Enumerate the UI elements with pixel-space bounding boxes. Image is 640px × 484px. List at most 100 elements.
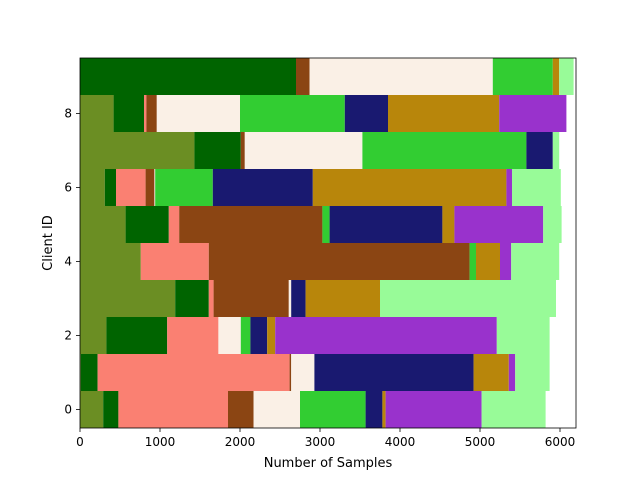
bar-segment-client-1-part-3 [289,354,292,391]
bar-segment-client-0-part-0 [80,391,104,428]
bar-segment-client-6-part-8 [506,169,512,206]
bar-segment-client-7-part-4 [244,132,363,169]
bar-segment-client-6-part-5 [155,169,213,206]
y-tick-label: 2 [64,329,72,343]
bar-segment-client-0-part-9 [481,391,546,428]
bar-segment-client-9-part-9 [559,58,574,95]
bar-segment-client-7-part-6 [526,132,553,169]
bar-segment-client-4-part-9 [511,243,560,280]
bar-segment-client-9-part-7 [552,58,560,95]
x-axis-ticks: 0 1000 2000 3000 4000 5000 6000 [76,428,575,449]
x-axis-label: Number of Samples [264,456,393,471]
bar-segment-client-7-part-0 [80,132,195,169]
bar-segment-client-6-part-1 [104,169,116,206]
bar-segment-client-0-part-1 [103,391,119,428]
bar-segment-client-1-part-6 [314,354,474,391]
y-tick-label: 8 [64,107,72,121]
bar-segment-client-1-part-8 [508,354,516,391]
bar-segment-client-8-part-4 [156,95,240,132]
bar-segment-client-0-part-8 [385,391,482,428]
y-tick-label: 6 [64,181,72,195]
bar-segment-client-0-part-6 [365,391,383,428]
x-tick-label: 0 [76,435,84,449]
bar-segment-client-8-part-8 [499,95,567,132]
bar-segment-client-1-part-2 [97,354,290,391]
bar-segment-client-1-part-4 [291,354,315,391]
x-tick-label: 1000 [145,435,176,449]
bar-segment-client-5-part-6 [329,206,443,243]
bar-segment-client-2-part-8 [275,317,497,354]
bar-segment-client-2-part-2 [167,317,219,354]
bar-segment-client-2-part-6 [250,317,268,354]
y-axis-ticks: 0 2 4 6 8 [64,107,80,417]
x-tick-label: 3000 [305,435,336,449]
bar-segment-client-3-part-6 [291,280,306,317]
bar-segment-client-9-part-1 [80,58,296,95]
bar-segment-client-3-part-4 [288,280,292,317]
bar-segment-client-9-part-3 [296,58,310,95]
bar-segment-client-5-part-9 [543,206,562,243]
bar-series-group [80,58,574,428]
bar-segment-client-2-part-9 [496,317,550,354]
bar-segment-client-7-part-3 [240,132,245,169]
bar-segment-client-6-part-0 [80,169,105,206]
bar-segment-client-8-part-3 [146,95,157,132]
bar-segment-client-4-part-0 [80,243,141,280]
bar-segment-client-5-part-2 [168,206,180,243]
bar-segment-client-3-part-0 [80,280,176,317]
bar-segment-client-5-part-0 [80,206,126,243]
bar-segment-client-4-part-8 [500,243,512,280]
x-tick-label: 4000 [385,435,416,449]
bar-segment-client-6-part-7 [312,169,507,206]
bar-segment-client-3-part-7 [305,280,380,317]
bar-segment-client-8-part-6 [344,95,388,132]
bar-segment-client-3-part-9 [380,280,556,317]
x-tick-label: 5000 [465,435,496,449]
bar-segment-client-2-part-0 [80,317,107,354]
y-tick-label: 4 [64,255,72,269]
bar-segment-client-6-part-4 [154,169,156,206]
bar-segment-client-0-part-5 [300,391,366,428]
bar-segment-client-4-part-7 [476,243,500,280]
bar-segment-client-7-part-1 [194,132,241,169]
bar-segment-client-4-part-5 [469,243,476,280]
bar-segment-client-5-part-3 [179,206,323,243]
bar-segment-client-9-part-5 [492,58,553,95]
bar-segment-client-1-part-9 [515,354,550,391]
y-axis-label: Client ID [41,215,56,271]
bar-segment-client-6-part-9 [512,169,561,206]
bar-segment-client-2-part-1 [106,317,168,354]
bar-segment-client-2-part-7 [267,317,276,354]
bar-segment-client-2-part-4 [218,317,241,354]
bar-segment-client-9-part-4 [309,58,493,95]
bar-segment-client-3-part-1 [175,280,209,317]
bar-segment-client-6-part-6 [212,169,313,206]
bar-segment-client-8-part-0 [80,95,114,132]
bar-segment-client-5-part-7 [442,206,455,243]
bar-segment-client-0-part-7 [382,391,386,428]
bar-segment-client-5-part-1 [125,206,169,243]
bar-segment-client-0-part-4 [253,391,300,428]
x-tick-label: 2000 [225,435,256,449]
bar-segment-client-6-part-3 [145,169,155,206]
bar-segment-client-1-part-7 [473,354,509,391]
bar-segment-client-3-part-2 [208,280,214,317]
bar-segment-client-0-part-3 [228,391,254,428]
bar-segment-client-8-part-7 [388,95,500,132]
bar-segment-client-5-part-5 [322,206,330,243]
bar-segment-client-8-part-5 [240,95,345,132]
bar-segment-client-0-part-2 [118,391,228,428]
bar-segment-client-8-part-2 [144,95,147,132]
bar-segment-client-1-part-1 [80,354,98,391]
bar-segment-client-4-part-3 [208,243,470,280]
x-tick-label: 6000 [545,435,576,449]
bar-segment-client-3-part-3 [213,280,289,317]
bar-segment-client-5-part-8 [454,206,544,243]
bar-segment-client-2-part-5 [240,317,251,354]
bar-segment-client-7-part-5 [362,132,527,169]
bar-segment-client-4-part-2 [140,243,209,280]
bar-segment-client-7-part-9 [552,132,560,169]
y-tick-label: 0 [64,403,72,417]
axes-frame [79,57,577,429]
